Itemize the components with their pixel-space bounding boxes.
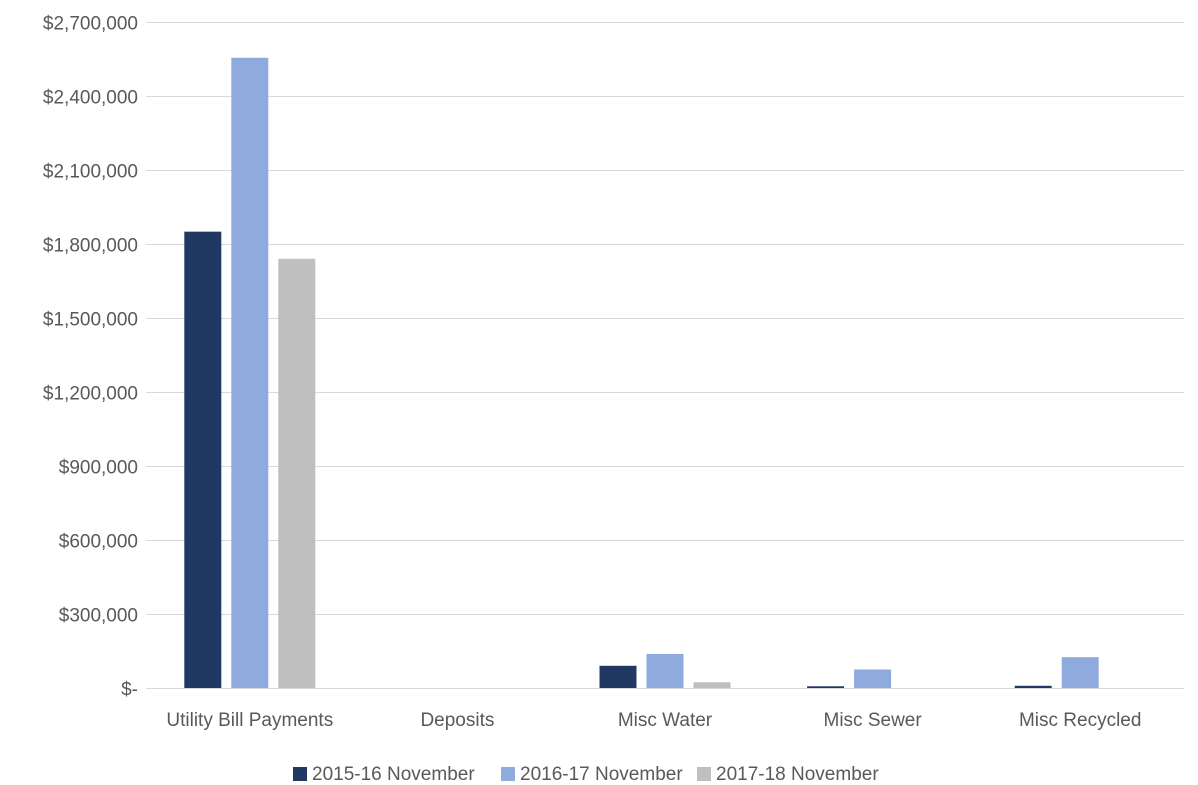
y-tick-label: $600,000 [59,532,138,553]
bar-1-misc-sewer [807,686,845,688]
bar-2-utility-bill-payments [231,57,269,689]
bar-3-utility-bill-payments [278,258,316,688]
y-tick-label: $2,100,000 [43,162,138,183]
y-tick-label: $300,000 [59,606,138,627]
legend-label: 2017-18 November [716,764,879,785]
legend-label: 2016-17 November [520,764,683,785]
bars [184,57,1099,689]
y-axis: $- $300,000 $600,000 $900,000 $1,200,000 $1,5… [43,14,138,701]
bar-1-misc-recycled [1014,685,1052,688]
y-tick-label: $2,700,000 [43,14,138,35]
legend: 2015-16 November 2016-17 November 2017-18 … [293,764,879,785]
y-tick-label: $2,400,000 [43,88,138,109]
bar-1-misc-water [599,665,637,688]
x-tick-label: Deposits [420,710,494,731]
legend-label: 2015-16 November [312,764,475,785]
y-tick-label: $- [121,680,138,701]
y-tick-label: $1,500,000 [43,310,138,331]
bar-3-misc-water [693,682,731,688]
legend-swatch [293,767,307,781]
gridlines [146,22,1184,689]
x-tick-label: Misc Water [618,710,713,731]
x-tick-label: Utility Bill Payments [166,710,333,731]
bar-2-misc-sewer [854,669,892,688]
y-tick-label: $1,200,000 [43,384,138,405]
bar-2-misc-recycled [1061,657,1099,688]
y-tick-label: $1,800,000 [43,236,138,257]
x-tick-label: Misc Recycled [1019,710,1141,731]
x-tick-label: Misc Sewer [824,710,923,731]
bar-1-utility-bill-payments [184,231,222,688]
legend-swatch [501,767,515,781]
x-axis: Utility Bill Payments Deposits Misc Water M… [166,710,1141,731]
bar-2-misc-water [646,653,684,688]
y-tick-label: $900,000 [59,458,138,479]
legend-swatch [697,767,711,781]
